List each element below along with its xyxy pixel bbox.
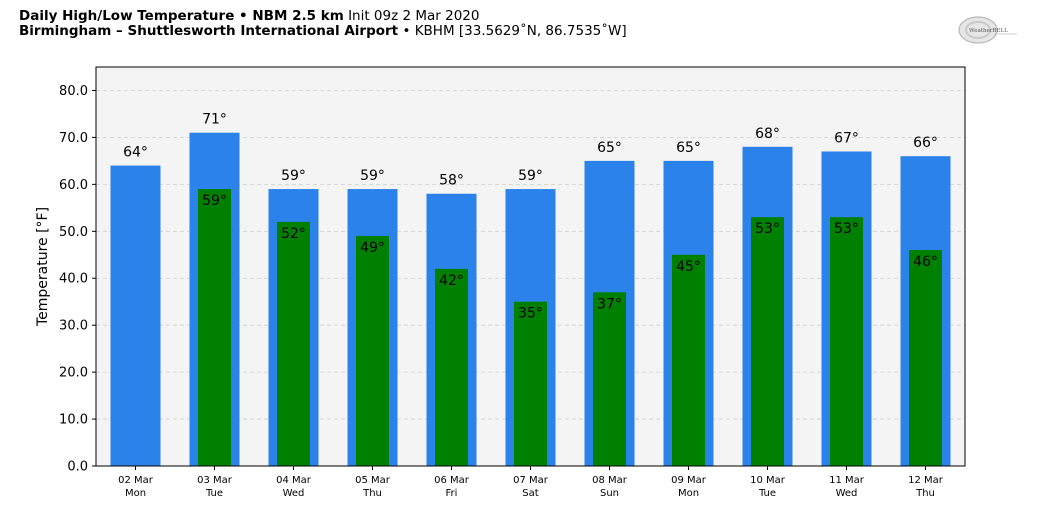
axes-frame bbox=[95, 66, 966, 467]
low-temp-bar bbox=[830, 217, 863, 466]
location-detail: • KBHM [33.5629˚N, 86.7535˚W] bbox=[402, 23, 627, 39]
x-tick-date: 06 Mar bbox=[434, 475, 470, 486]
x-tick-date: 04 Mar bbox=[276, 475, 312, 486]
y-tick-label: 10.0 bbox=[59, 413, 88, 428]
init-time: Init 09z 2 Mar 2020 bbox=[348, 8, 480, 24]
low-temp-label: 37° bbox=[597, 296, 622, 312]
low-temp-label: 52° bbox=[281, 226, 306, 242]
high-temp-label: 68° bbox=[755, 126, 780, 142]
low-temp-label: 42° bbox=[439, 273, 464, 289]
low-temp-bar bbox=[356, 235, 389, 466]
location-line: Birmingham – Shuttlesworth International… bbox=[19, 24, 627, 39]
low-temp-bar bbox=[277, 221, 310, 466]
low-temp-bar bbox=[514, 301, 547, 466]
y-tick-label: 20.0 bbox=[59, 366, 88, 381]
x-tick-date: 07 Mar bbox=[513, 475, 549, 486]
x-tick-day: Mon bbox=[125, 488, 146, 499]
low-temp-label: 35° bbox=[518, 306, 543, 322]
low-temp-label: 53° bbox=[834, 221, 859, 237]
low-temp-bar bbox=[751, 217, 784, 466]
x-tick-day: Sat bbox=[522, 488, 538, 499]
low-temp-bar bbox=[198, 189, 231, 466]
x-tick-date: 10 Mar bbox=[750, 475, 786, 486]
x-tick-date: 03 Mar bbox=[197, 475, 233, 486]
x-tick-date: 05 Mar bbox=[355, 475, 391, 486]
x-tick-day: Sun bbox=[600, 488, 619, 499]
y-tick-label: 80.0 bbox=[59, 84, 88, 99]
high-temp-label: 58° bbox=[439, 173, 464, 189]
low-temp-bar bbox=[909, 250, 942, 466]
low-temp-bar bbox=[672, 254, 705, 466]
y-tick-label: 30.0 bbox=[59, 319, 88, 334]
low-temp-label: 45° bbox=[676, 259, 701, 275]
location-name: Birmingham – Shuttlesworth International… bbox=[19, 23, 399, 39]
low-temp-label: 49° bbox=[360, 240, 385, 256]
high-temp-label: 59° bbox=[360, 168, 385, 184]
low-temp-label: 59° bbox=[202, 193, 227, 209]
high-temp-label: 65° bbox=[676, 140, 701, 156]
y-tick-label: 40.0 bbox=[59, 272, 88, 287]
x-tick-day: Wed bbox=[283, 488, 305, 499]
y-axis-label: Temperature [°F] bbox=[35, 207, 51, 327]
high-temp-bar bbox=[110, 165, 161, 466]
x-tick-day: Thu bbox=[915, 488, 935, 499]
low-temp-label: 53° bbox=[755, 221, 780, 237]
weatherbell-logo-icon: WeatherBELL bbox=[958, 16, 1017, 44]
high-temp-label: 67° bbox=[834, 130, 859, 146]
x-tick-date: 08 Mar bbox=[592, 475, 628, 486]
x-tick-day: Fri bbox=[446, 488, 458, 499]
x-tick-date: 11 Mar bbox=[829, 475, 865, 486]
x-tick-date: 12 Mar bbox=[908, 475, 944, 486]
x-tick-date: 02 Mar bbox=[118, 475, 154, 486]
chart-title-line: Daily High/Low Temperature • NBM 2.5 km … bbox=[19, 9, 627, 24]
low-temp-bar bbox=[593, 292, 626, 466]
x-tick-day: Mon bbox=[678, 488, 699, 499]
low-temp-bar bbox=[435, 268, 468, 466]
y-tick-label: 0.0 bbox=[67, 460, 88, 475]
high-temp-label: 64° bbox=[123, 145, 148, 161]
high-temp-label: 59° bbox=[281, 168, 306, 184]
high-temp-label: 59° bbox=[518, 168, 543, 184]
y-tick-label: 60.0 bbox=[59, 178, 88, 193]
x-tick-day: Thu bbox=[362, 488, 382, 499]
low-temp-label: 46° bbox=[913, 254, 938, 270]
x-tick-day: Wed bbox=[836, 488, 858, 499]
high-temp-label: 71° bbox=[202, 112, 227, 128]
y-tick-label: 70.0 bbox=[59, 131, 88, 146]
x-tick-day: Tue bbox=[205, 488, 223, 499]
x-tick-date: 09 Mar bbox=[671, 475, 707, 486]
high-temp-label: 66° bbox=[913, 135, 938, 151]
x-tick-day: Tue bbox=[758, 488, 776, 499]
chart-header: Daily High/Low Temperature • NBM 2.5 km … bbox=[19, 9, 627, 39]
chart-title: Daily High/Low Temperature • NBM 2.5 km bbox=[19, 8, 344, 24]
logo-text: WeatherBELL bbox=[969, 28, 1008, 34]
y-tick-label: 50.0 bbox=[59, 225, 88, 240]
high-temp-label: 65° bbox=[597, 140, 622, 156]
